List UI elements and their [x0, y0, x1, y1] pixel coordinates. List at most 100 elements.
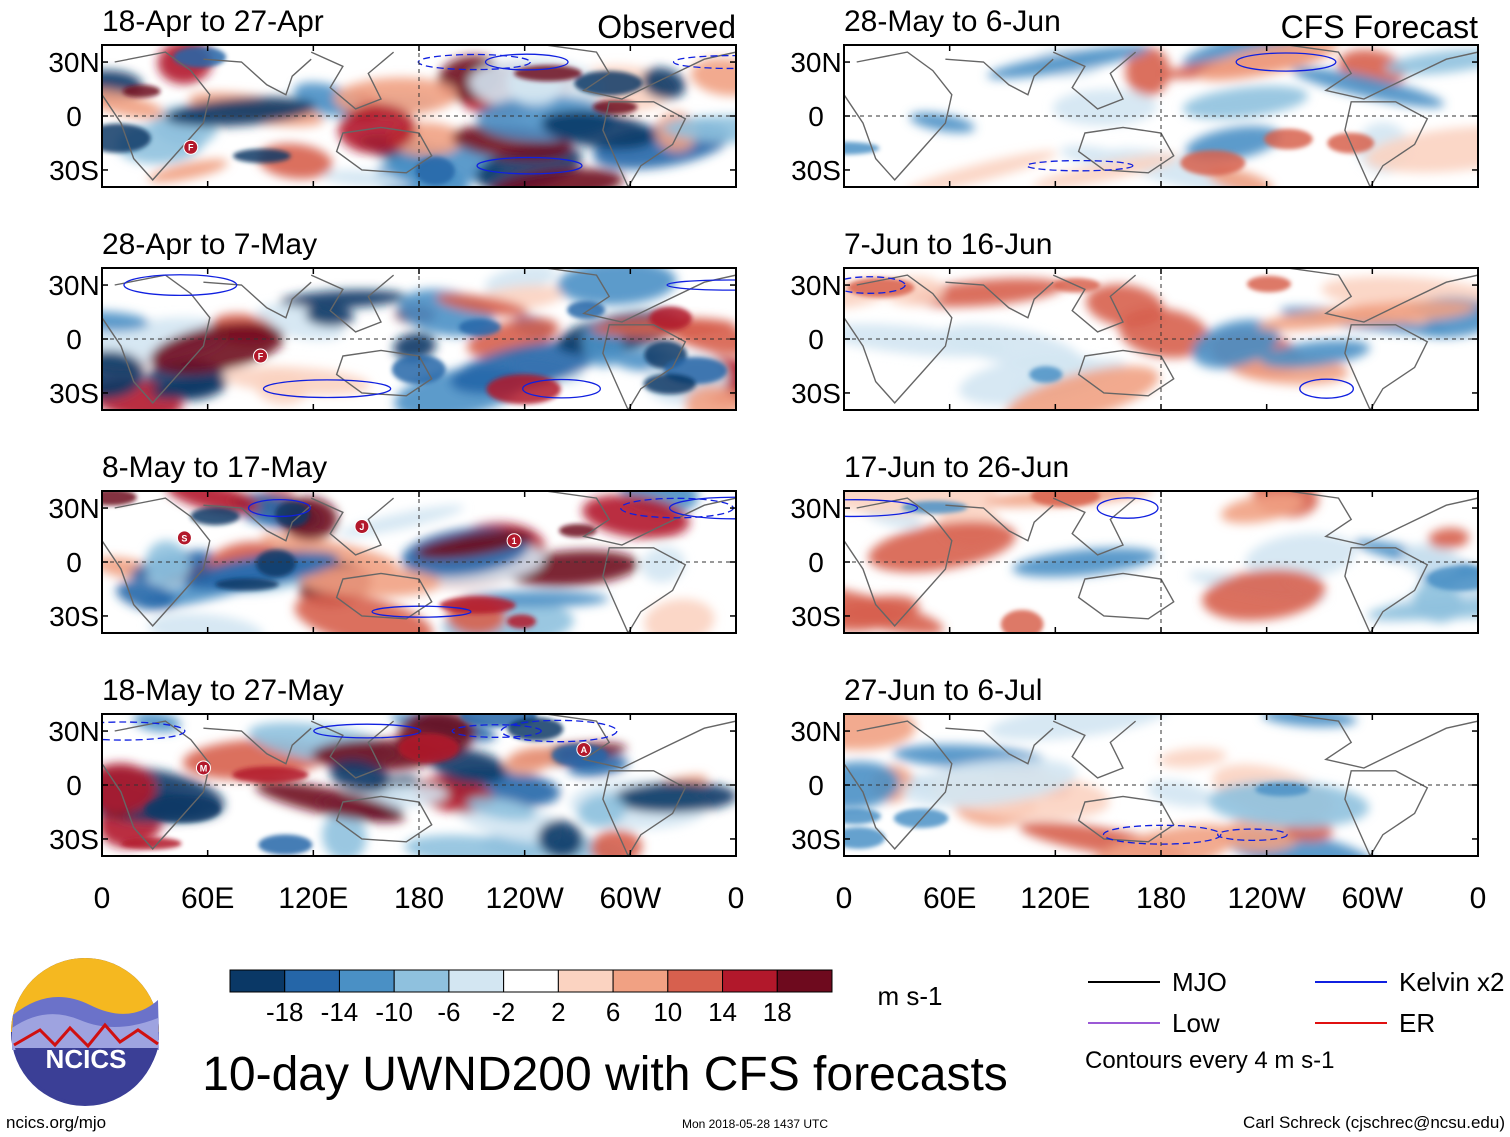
- storm-marker-letter: F: [258, 352, 264, 362]
- footer-timestamp: Mon 2018-05-28 1437 UTC: [682, 1117, 828, 1131]
- kelvin-contours: [123, 274, 736, 399]
- legend-entry: MJO: [1088, 967, 1227, 997]
- y-tick-label: 30N: [48, 270, 99, 301]
- x-tick-label: 60E: [923, 882, 976, 915]
- coastlines: [102, 45, 736, 187]
- x-tick-label: 0: [728, 882, 745, 915]
- map-panel: 30N 0 30S 27-Jun to 6-Jul: [790, 674, 1479, 857]
- x-tick-label: 120E: [278, 882, 348, 915]
- panel-date-range: 17-Jun to 26-Jun: [844, 451, 1069, 484]
- y-tick-label: 30N: [790, 493, 841, 524]
- y-tick-label: 30S: [791, 824, 841, 855]
- storm-marker: M: [195, 760, 211, 776]
- x-tick-label: 120E: [1020, 882, 1090, 915]
- y-tick-label: 30N: [790, 270, 841, 301]
- y-tick-label: 30S: [49, 155, 99, 186]
- storm-marker: S: [176, 530, 192, 546]
- anomaly-field: [102, 268, 736, 410]
- figure-title: 10-day UWND200 with CFS forecasts: [202, 1048, 1008, 1101]
- contour-note: Contours every 4 m s-1: [1085, 1047, 1334, 1074]
- colorbar-units: m s-1: [878, 981, 943, 1011]
- forecast-header: CFS Forecast: [1281, 9, 1478, 45]
- panel-date-range: 7-Jun to 16-Jun: [844, 228, 1052, 261]
- legend-entry: ER: [1315, 1008, 1435, 1038]
- footer-site: ncics.org/mjo: [6, 1113, 106, 1132]
- x-axes: 0 60E 120E 180 120W 60W 0 0 60E 120E 180 120W 60W 0: [94, 882, 1487, 915]
- map-panel: 30N 0 30S 7-Jun to 16-Jun: [790, 228, 1479, 411]
- anomaly-field: [102, 45, 736, 187]
- y-tick-label: 0: [808, 547, 824, 578]
- colorbar-level: -10: [375, 997, 413, 1027]
- colorbar-swatch: [503, 969, 559, 993]
- x-tick-label: 120W: [1227, 882, 1306, 915]
- y-tick-label: 30N: [790, 716, 841, 747]
- y-tick-label: 30S: [49, 824, 99, 855]
- coastlines: [844, 268, 1478, 410]
- x-tick-label: 0: [836, 882, 853, 915]
- coastlines: [102, 268, 736, 410]
- y-tick-label: 30S: [49, 378, 99, 409]
- ncics-logo: NCICS: [11, 958, 159, 1106]
- y-tick-label: 0: [66, 770, 82, 801]
- storm-marker: F: [183, 139, 199, 155]
- storm-marker: F: [253, 348, 268, 364]
- colorbar: -18 -14 -10 -6 -2 2 6 10 14 18: [229, 969, 833, 1027]
- storm-marker: 1: [506, 533, 522, 549]
- observed-header: Observed: [597, 9, 736, 45]
- storm-marker-letter: M: [200, 763, 208, 773]
- storm-marker: A: [576, 742, 592, 757]
- x-tick-label: 60E: [181, 882, 234, 915]
- kelvin-contours: [417, 53, 736, 175]
- coastlines: [102, 491, 736, 633]
- panel-date-range: 27-Jun to 6-Jul: [844, 674, 1042, 707]
- storm-marker-letter: F: [188, 143, 194, 153]
- x-tick-label: 60W: [1341, 882, 1403, 915]
- storm-marker-letter: S: [181, 533, 187, 543]
- anomaly-field: [844, 714, 1478, 856]
- y-tick-label: 30N: [48, 716, 99, 747]
- colorbar-swatch: [612, 969, 669, 993]
- colorbar-swatch: [393, 969, 450, 993]
- y-tick-label: 0: [808, 770, 824, 801]
- contour-legend: MJO Kelvin x2 Low ER: [1088, 967, 1505, 1038]
- x-tick-label: 180: [1136, 882, 1186, 915]
- colorbar-level: 14: [708, 997, 737, 1027]
- logo-text: NCICS: [46, 1044, 127, 1074]
- colorbar-level: -18: [266, 997, 304, 1027]
- kelvin-contours: [102, 719, 618, 743]
- y-tick-label: 30S: [791, 601, 841, 632]
- y-tick-label: 30N: [48, 47, 99, 78]
- x-tick-label: 0: [1470, 882, 1487, 915]
- coastlines: [844, 45, 1478, 187]
- kelvin-contours: [1102, 824, 1288, 845]
- map-panel: 30N 0 30S 28-May to 6-Jun: [790, 5, 1479, 188]
- panel-date-range: 28-May to 6-Jun: [844, 5, 1061, 38]
- colorbar-swatch: [284, 969, 340, 993]
- colorbar-swatch: [722, 969, 778, 993]
- colorbar-swatch: [667, 969, 724, 993]
- kelvin-contours: [1026, 52, 1337, 172]
- map-panel: 30N 0 30S 18-May to 27-May: [48, 674, 737, 857]
- legend-label: MJO: [1172, 967, 1227, 997]
- colorbar-level: 10: [653, 997, 682, 1027]
- panel-date-range: 28-Apr to 7-May: [102, 228, 317, 261]
- legend-label: Kelvin x2: [1399, 967, 1505, 997]
- storm-marker-letter: A: [581, 745, 588, 755]
- colorbar-swatch: [557, 969, 614, 993]
- storm-marker-letter: J: [359, 522, 364, 532]
- x-tick-label: 60W: [599, 882, 661, 915]
- legend-label: Low: [1172, 1008, 1220, 1038]
- y-tick-label: 0: [808, 101, 824, 132]
- storm-marker: J: [354, 519, 370, 534]
- footer-credit: Carl Schreck (cjschrec@ncsu.edu): [1243, 1113, 1505, 1132]
- coastlines: [844, 491, 1478, 633]
- map-panel: 30N 0 30S 17-Jun to 26-Jun: [790, 451, 1479, 634]
- map-panel: 30N 0 30S 8-May to 17-May: [48, 451, 737, 634]
- y-tick-label: 30N: [48, 493, 99, 524]
- map-panel: 30N 0 30S 28-Apr to 7-May: [48, 228, 737, 411]
- storm-marker-letter: 1: [512, 536, 517, 546]
- y-tick-label: 30S: [791, 155, 841, 186]
- y-tick-label: 0: [66, 324, 82, 355]
- coastlines: [102, 714, 736, 856]
